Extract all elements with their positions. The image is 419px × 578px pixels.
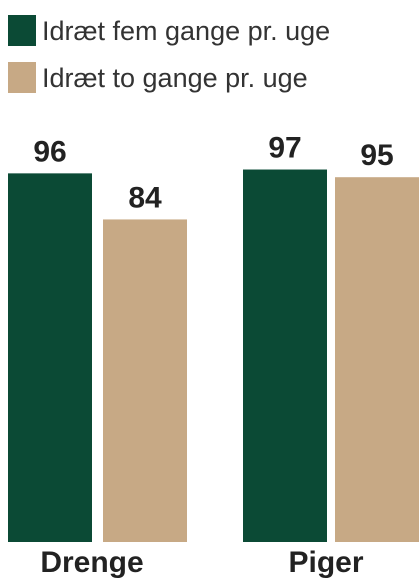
value-labels: 96 84 97 95 bbox=[33, 132, 393, 215]
legend-swatch-1 bbox=[8, 15, 36, 46]
value-label-drenge-series-1: 96 bbox=[33, 135, 66, 168]
value-label-piger-series-1: 97 bbox=[268, 132, 301, 165]
bar-drenge-series-2 bbox=[103, 219, 187, 542]
value-label-drenge-series-2: 84 bbox=[128, 181, 162, 214]
category-label-drenge: Drenge bbox=[40, 546, 143, 578]
category-labels: Drenge Piger bbox=[40, 546, 364, 578]
bar-piger-series-1 bbox=[243, 169, 327, 542]
legend-label-1: Idræt fem gange pr. uge bbox=[42, 16, 330, 46]
legend-swatch-2 bbox=[8, 62, 36, 93]
category-label-piger: Piger bbox=[288, 546, 363, 578]
legend-label-2: Idræt to gange pr. uge bbox=[42, 63, 308, 93]
value-label-piger-series-2: 95 bbox=[360, 139, 393, 172]
bar-piger-series-2 bbox=[335, 177, 419, 542]
legend: Idræt fem gange pr. uge Idræt to gange pr… bbox=[8, 15, 330, 93]
bars bbox=[8, 169, 419, 543]
bar-drenge-series-1 bbox=[8, 173, 92, 543]
